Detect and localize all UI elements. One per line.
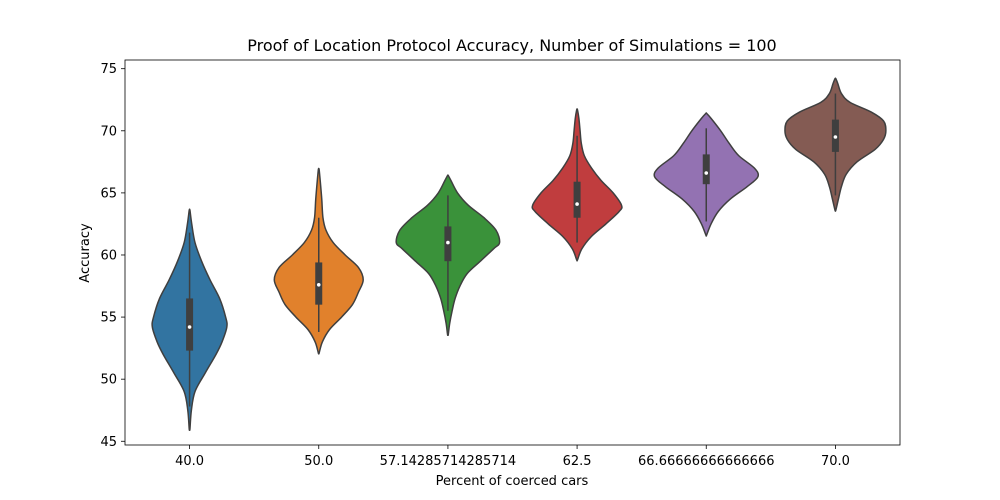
violin-median [187,325,192,329]
y-tick-label: 70 [100,124,117,139]
violin-4 [531,108,623,262]
x-tick-label: 62.5 [563,454,592,469]
y-tick-label: 50 [100,373,117,388]
violin-median [446,240,450,245]
y-tick-label: 60 [100,248,117,263]
y-axis-label: Accuracy [78,223,93,283]
y-tick-label: 55 [100,311,117,326]
violin-median [704,171,709,175]
violin-median [833,135,838,139]
violin-2 [273,167,364,355]
violin-median [316,282,321,287]
violin-median [575,202,579,206]
x-tick-label: 50.0 [304,454,333,469]
x-tick-label: 66.66666666666666 [638,454,774,469]
x-axis-label: Percent of coerced cars [436,474,589,489]
violin-3 [395,174,501,337]
x-tick-label: 70.0 [821,454,850,469]
y-tick-label: 65 [100,186,117,201]
violin-1 [151,208,228,431]
x-tick-label: 40.0 [175,454,204,469]
x-axis: 40.0 50.0 57.14285714285714 62.5 66.66666666… [175,445,850,469]
y-tick-label: 45 [100,435,117,450]
plot-frame [124,59,901,446]
violin-iqr-box [186,298,194,351]
violin-iqr-box [702,154,710,185]
x-tick-label: 57.14285714285714 [380,454,516,469]
y-axis: 45 50 55 60 65 70 75 [100,62,125,450]
violin-5 [653,112,760,237]
violins-layer [151,77,887,431]
chart-title: Proof of Location Protocol Accuracy, Num… [247,36,776,55]
violin-iqr-box [573,181,581,218]
violin-6 [784,77,887,212]
y-tick-label: 75 [100,62,117,77]
